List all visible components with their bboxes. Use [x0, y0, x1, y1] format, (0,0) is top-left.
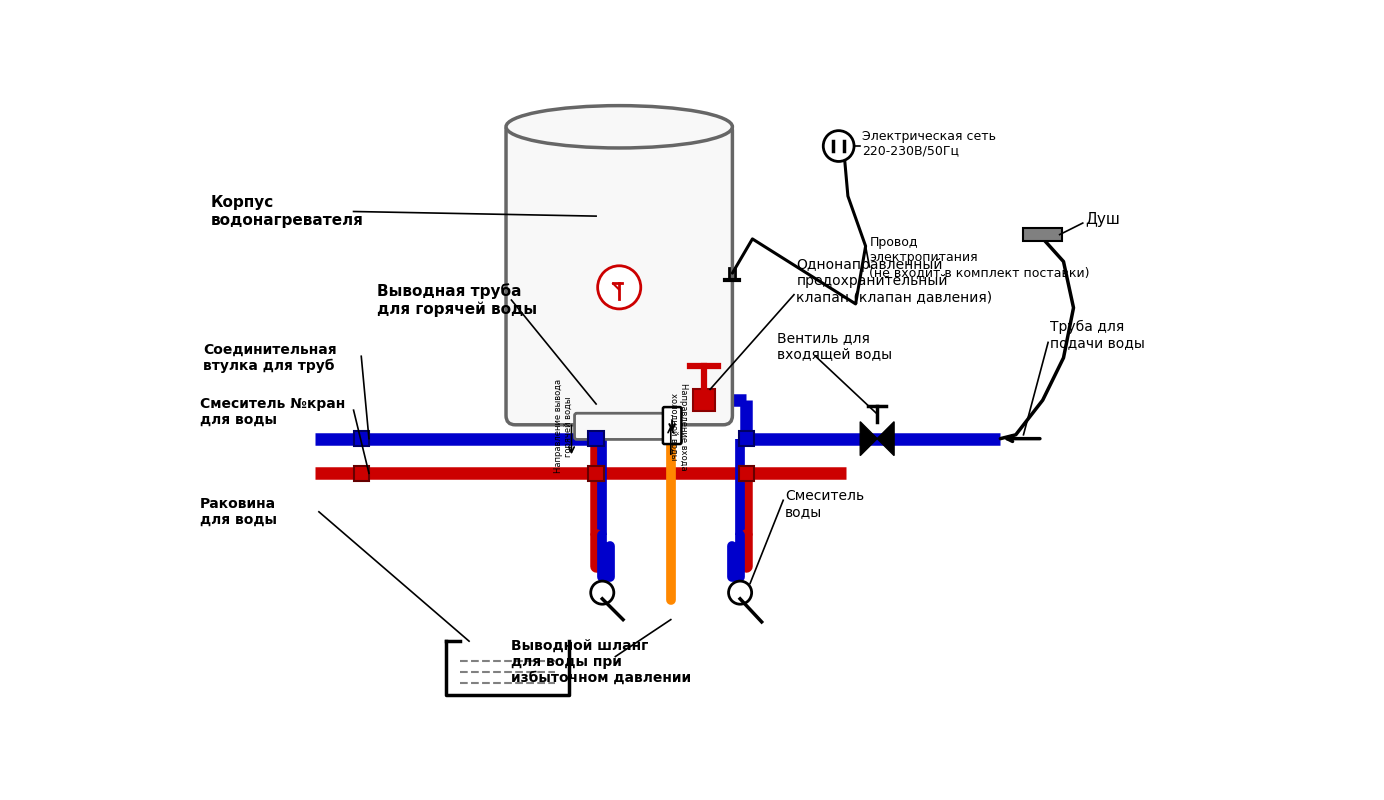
Bar — [739, 431, 754, 446]
Ellipse shape — [507, 106, 732, 148]
Bar — [1023, 229, 1062, 241]
Text: Труба для
подачи воды: Труба для подачи воды — [1050, 319, 1146, 350]
FancyBboxPatch shape — [574, 414, 664, 439]
Text: Направление вывода
горячей воды: Направление вывода горячей воды — [554, 379, 573, 474]
FancyBboxPatch shape — [507, 122, 732, 425]
Polygon shape — [861, 422, 877, 455]
Circle shape — [598, 266, 641, 309]
Text: Выводной шланг
для воды при
избыточном давлении: Выводной шланг для воды при избыточном д… — [512, 638, 692, 685]
Bar — [693, 390, 714, 411]
Text: Направление входа
холодной воды: Направление входа холодной воды — [668, 382, 688, 470]
Bar — [353, 466, 370, 481]
Text: Корпус
водонагревателя: Корпус водонагревателя — [212, 195, 364, 228]
Text: Смеситель
воды: Смеситель воды — [785, 489, 864, 519]
Circle shape — [591, 581, 614, 604]
Text: Душ: Душ — [1085, 212, 1120, 226]
Bar — [353, 431, 370, 446]
Circle shape — [823, 130, 854, 162]
Circle shape — [728, 581, 752, 604]
Text: Соединительная
втулка для труб: Соединительная втулка для труб — [203, 342, 338, 373]
FancyBboxPatch shape — [663, 407, 681, 444]
Bar — [588, 431, 603, 446]
Polygon shape — [877, 422, 894, 455]
Text: Однонаправленный
предохранительный
клапан (клапан давления): Однонаправленный предохранительный клапа… — [796, 258, 992, 304]
Text: Раковина
для воды: Раковина для воды — [199, 497, 277, 527]
Bar — [739, 466, 754, 481]
Text: Смеситель №кран
для воды: Смеситель №кран для воды — [199, 397, 345, 427]
Text: Вентиль для
входящей воды: Вентиль для входящей воды — [776, 331, 893, 362]
Bar — [588, 466, 603, 481]
Text: Электрическая сеть
220-230В/50Гц: Электрическая сеть 220-230В/50Гц — [862, 130, 995, 158]
Text: Выводная труба
для горячей воды: Выводная труба для горячей воды — [376, 283, 537, 317]
Text: Провод
электропитания
(не входит в комплект поставки): Провод электропитания (не входит в компл… — [869, 236, 1091, 279]
